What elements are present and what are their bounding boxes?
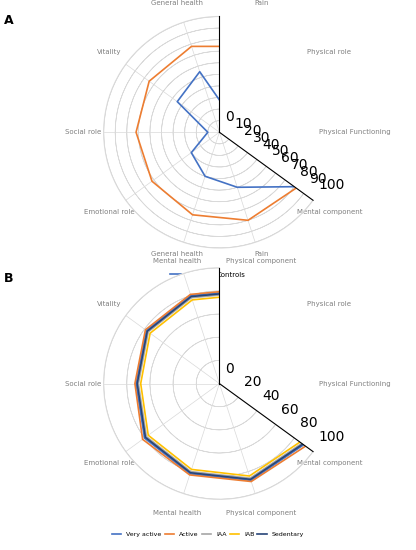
IAA — [247, 289, 252, 295]
IAB — [247, 472, 252, 479]
IAB — [297, 439, 302, 446]
Sedentary — [145, 328, 150, 334]
IAB — [138, 380, 143, 387]
Sedentary — [188, 469, 193, 476]
Very active — [142, 434, 147, 441]
Very active — [188, 292, 193, 299]
Line: Sedentary: Sedentary — [137, 291, 325, 480]
Legend: JIA, Controls: JIA, Controls — [168, 269, 248, 280]
Active — [132, 380, 137, 387]
Very active — [301, 319, 306, 326]
Line: Active: Active — [135, 289, 327, 482]
Sedentary — [300, 320, 305, 326]
Sedentary — [188, 293, 193, 300]
Sedentary — [300, 441, 305, 447]
Active — [303, 443, 308, 449]
Text: B: B — [4, 272, 14, 285]
Active — [248, 285, 253, 292]
Sedentary — [248, 476, 253, 483]
Very active — [188, 470, 193, 477]
IAA — [321, 380, 326, 387]
Line: IAB: IAB — [141, 294, 321, 476]
IAA — [248, 475, 253, 482]
IAB — [297, 322, 302, 328]
Sedentary — [135, 380, 140, 387]
IAA — [299, 321, 304, 327]
IAA — [188, 468, 193, 475]
Very active — [301, 442, 306, 448]
IAB — [319, 380, 324, 387]
Very active — [144, 327, 149, 334]
Legend: Very active, Active, IAA, IAB, Sedentary: Very active, Active, IAA, IAB, Sedentary — [109, 529, 307, 539]
IAB — [246, 291, 251, 298]
Active — [324, 380, 329, 387]
Sedentary — [143, 434, 148, 441]
Active — [143, 327, 148, 333]
Very active — [247, 287, 252, 293]
Very active — [248, 477, 253, 484]
IAA — [189, 294, 194, 301]
IAA — [136, 380, 141, 387]
IAA — [144, 433, 149, 440]
Text: A: A — [4, 14, 14, 27]
IAA — [299, 440, 304, 447]
IAB — [146, 432, 151, 438]
IAB — [190, 296, 195, 303]
Active — [303, 318, 308, 324]
IAB — [148, 330, 153, 337]
IAA — [321, 380, 326, 387]
Active — [188, 291, 193, 298]
IAA — [146, 328, 151, 335]
Sedentary — [322, 380, 327, 387]
Sedentary — [322, 380, 327, 387]
IAB — [189, 466, 194, 472]
Very active — [134, 380, 139, 387]
IAB — [319, 380, 324, 387]
Sedentary — [247, 288, 252, 294]
Active — [324, 380, 329, 387]
Line: Very active: Very active — [136, 290, 326, 481]
Active — [249, 478, 254, 485]
Very active — [323, 380, 328, 387]
Line: IAA: IAA — [139, 292, 324, 478]
Very active — [323, 380, 328, 387]
Active — [140, 436, 145, 443]
Active — [187, 471, 192, 478]
